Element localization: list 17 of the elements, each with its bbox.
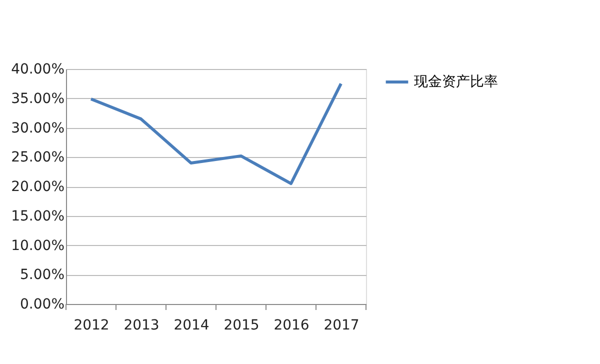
y-tick-label: 10.00% <box>11 238 64 254</box>
y-tick-label: 30.00% <box>11 120 64 136</box>
y-tick-label: 25.00% <box>11 150 64 166</box>
x-tick-label: 2016 <box>274 318 310 334</box>
y-tick-label: 35.00% <box>11 90 64 107</box>
line-series <box>90 82 342 186</box>
x-tick-label: 2017 <box>324 318 360 334</box>
y-tick-label: 15.00% <box>11 208 64 224</box>
x-tick-label: 2014 <box>174 318 210 334</box>
y-tick-label: 0.00% <box>20 296 64 312</box>
legend-label: 现金资产比率 <box>414 74 498 90</box>
x-tick-label: 2015 <box>224 318 260 334</box>
y-tick-label: 40.00% <box>11 62 64 78</box>
y-tick-label: 20.00% <box>11 179 64 195</box>
y-tick-label: 5.00% <box>20 267 64 284</box>
x-tick-label: 2013 <box>124 318 160 334</box>
x-tick-label: 2012 <box>74 318 110 334</box>
